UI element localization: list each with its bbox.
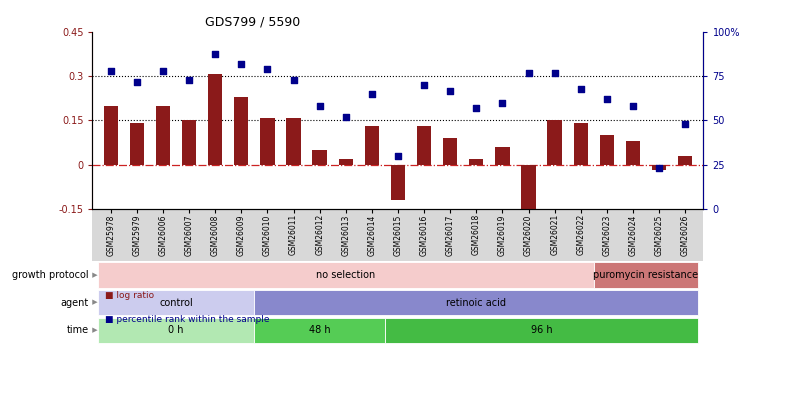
Bar — [129, 124, 144, 164]
Point — [157, 68, 169, 75]
Bar — [104, 106, 118, 164]
Point — [443, 87, 456, 94]
Text: 0 h: 0 h — [168, 325, 184, 335]
Bar — [417, 126, 430, 164]
Point — [182, 77, 195, 83]
Text: no selection: no selection — [316, 270, 375, 280]
Bar — [520, 164, 535, 211]
Text: ▶: ▶ — [90, 272, 97, 278]
Bar — [234, 97, 248, 164]
Bar — [181, 121, 196, 164]
Bar — [365, 126, 378, 164]
Point — [339, 114, 352, 120]
Point — [209, 50, 222, 57]
Text: agent: agent — [60, 298, 88, 307]
Point — [626, 103, 638, 110]
Point — [469, 105, 482, 111]
Point — [365, 91, 378, 97]
Text: ▶: ▶ — [90, 300, 97, 305]
Bar — [677, 156, 691, 164]
Bar — [625, 141, 639, 164]
Text: 96 h: 96 h — [530, 325, 552, 335]
Bar — [599, 135, 613, 164]
Point — [521, 70, 534, 76]
Bar — [495, 147, 509, 164]
Point — [313, 103, 326, 110]
Point — [495, 100, 508, 106]
Text: ■ log ratio: ■ log ratio — [104, 291, 153, 300]
Bar — [312, 150, 326, 164]
Bar — [208, 74, 222, 164]
Bar — [442, 138, 457, 164]
Text: ■ percentile rank within the sample: ■ percentile rank within the sample — [104, 315, 269, 324]
Point — [261, 66, 274, 72]
Text: retinoic acid: retinoic acid — [446, 298, 506, 307]
Point — [234, 61, 247, 67]
Text: puromycin resistance: puromycin resistance — [593, 270, 698, 280]
Bar — [469, 159, 483, 164]
Point — [417, 82, 430, 89]
Point — [391, 152, 404, 159]
Text: 48 h: 48 h — [308, 325, 330, 335]
Point — [678, 121, 691, 127]
Point — [130, 79, 143, 85]
Text: time: time — [66, 325, 88, 335]
Point — [548, 70, 560, 76]
Bar — [286, 117, 300, 164]
Text: control: control — [159, 298, 193, 307]
Point — [573, 85, 586, 92]
Bar — [260, 117, 275, 164]
Bar — [156, 106, 170, 164]
Text: ▶: ▶ — [90, 327, 97, 333]
Bar — [573, 124, 587, 164]
Bar — [651, 164, 666, 171]
Bar — [390, 164, 405, 200]
Point — [287, 77, 300, 83]
Bar — [338, 159, 353, 164]
Bar — [547, 121, 561, 164]
Point — [104, 68, 117, 75]
Point — [652, 165, 665, 171]
Text: growth protocol: growth protocol — [12, 270, 88, 280]
Text: GDS799 / 5590: GDS799 / 5590 — [205, 15, 300, 28]
Point — [600, 96, 613, 102]
